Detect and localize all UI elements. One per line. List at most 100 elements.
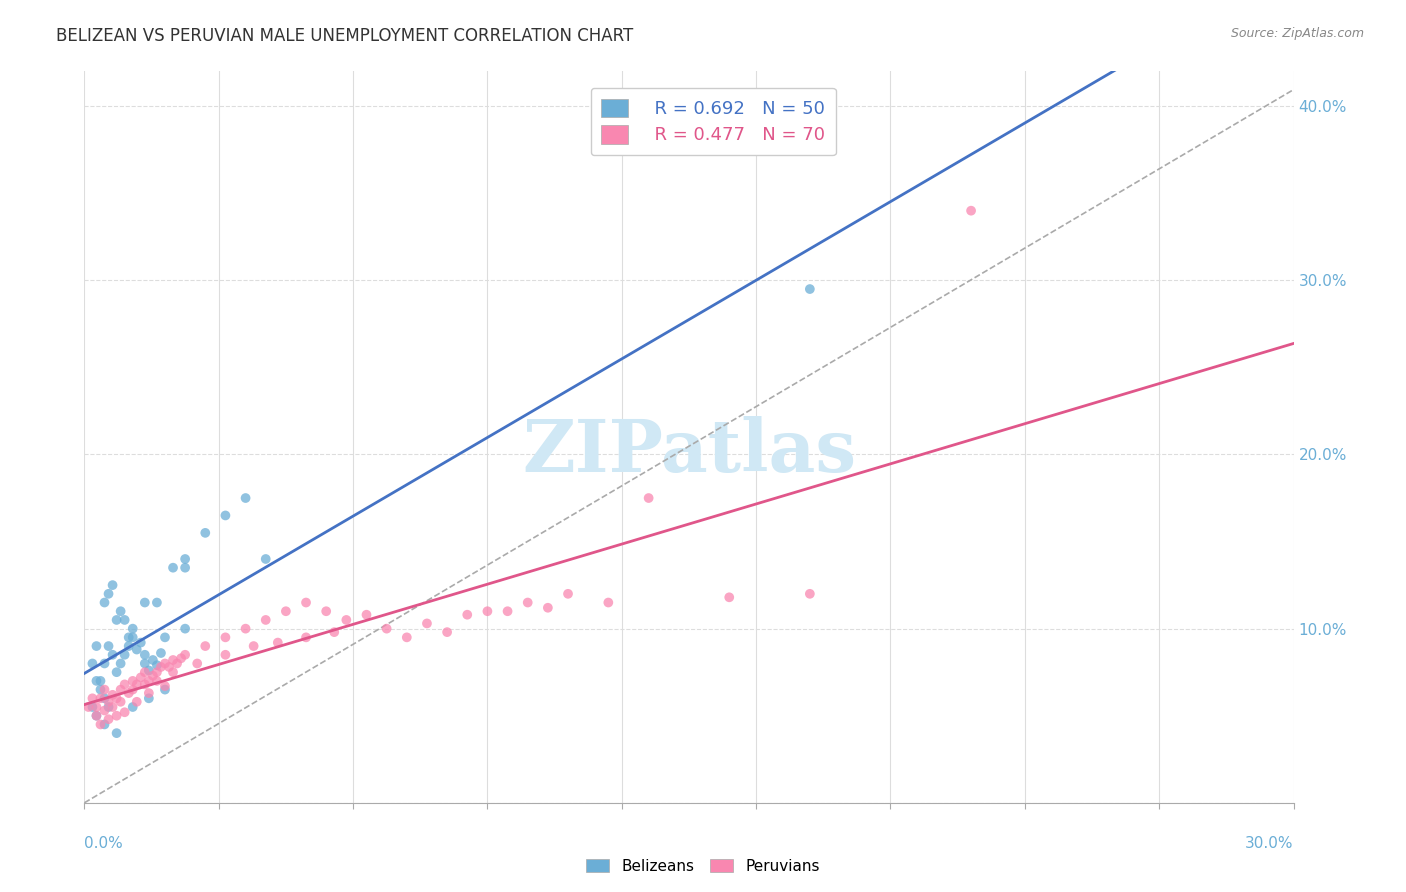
Point [89,717,111,731]
Point [477,604,499,618]
Point [146,665,169,680]
Point [114,705,136,719]
Point [125,677,148,691]
Point [153,657,176,671]
Point [114,648,136,662]
Point [86,673,108,688]
Point [114,613,136,627]
Point [166,657,188,671]
Point [162,665,184,680]
Point [194,525,217,540]
Point [214,508,236,523]
Point [82,691,104,706]
Point [162,653,184,667]
Text: 0.0%: 0.0% [84,836,124,851]
Point [799,587,821,601]
Point [157,660,180,674]
Point [254,613,277,627]
Point [138,664,160,678]
Point [436,625,458,640]
Point [93,657,115,671]
Point [162,560,184,574]
Point [295,631,318,645]
Point [97,639,120,653]
Point [174,552,197,566]
Point [146,658,169,673]
Point [174,560,197,574]
Point [86,708,108,723]
Point [146,595,169,609]
Point [395,631,418,645]
Point [138,691,160,706]
Point [101,578,124,592]
Text: BELIZEAN VS PERUVIAN MALE UNEMPLOYMENT CORRELATION CHART: BELIZEAN VS PERUVIAN MALE UNEMPLOYMENT C… [56,27,634,45]
Point [134,648,156,662]
Point [114,677,136,691]
Point [138,686,160,700]
Point [93,717,115,731]
Point [537,600,560,615]
Point [214,648,236,662]
Point [356,607,378,622]
Point [138,673,160,688]
Point [235,622,257,636]
Point [323,625,346,640]
Point [456,607,478,622]
Point [82,657,104,671]
Point [93,691,115,706]
Point [960,203,983,218]
Point [89,691,111,706]
Point [267,635,290,649]
Point [174,648,197,662]
Point [93,704,115,718]
Point [295,595,318,609]
Point [121,682,143,697]
Point [125,642,148,657]
Point [516,595,538,609]
Point [118,686,141,700]
Point [315,604,337,618]
Point [82,700,104,714]
Point [118,631,141,645]
Legend:   R = 0.692   N = 50,   R = 0.477   N = 70: R = 0.692 N = 50, R = 0.477 N = 70 [591,87,835,155]
Point [174,622,197,636]
Point [637,491,659,505]
Point [335,613,357,627]
Point [274,604,297,618]
Legend: Belizeans, Peruvians: Belizeans, Peruvians [581,853,825,880]
Point [97,700,120,714]
Point [93,595,115,609]
Point [105,708,128,723]
Point [194,639,217,653]
Point [77,700,100,714]
Point [86,708,108,723]
Point [496,604,519,618]
Text: 30.0%: 30.0% [1246,836,1294,851]
Point [121,622,143,636]
Point [235,491,257,505]
Point [118,639,141,653]
Point [101,700,124,714]
Point [121,631,143,645]
Point [598,595,620,609]
Point [416,616,439,631]
Point [170,651,193,665]
Point [718,591,741,605]
Text: ZIPatlas: ZIPatlas [522,417,856,487]
Point [134,677,156,691]
Point [146,673,169,688]
Point [149,660,172,674]
Point [86,639,108,653]
Point [89,673,111,688]
Point [557,587,579,601]
Point [153,682,176,697]
Point [153,679,176,693]
Point [129,635,152,649]
Point [110,604,132,618]
Point [242,639,264,653]
Point [142,668,165,682]
Point [134,595,156,609]
Point [86,700,108,714]
Point [254,552,277,566]
Point [134,665,156,680]
